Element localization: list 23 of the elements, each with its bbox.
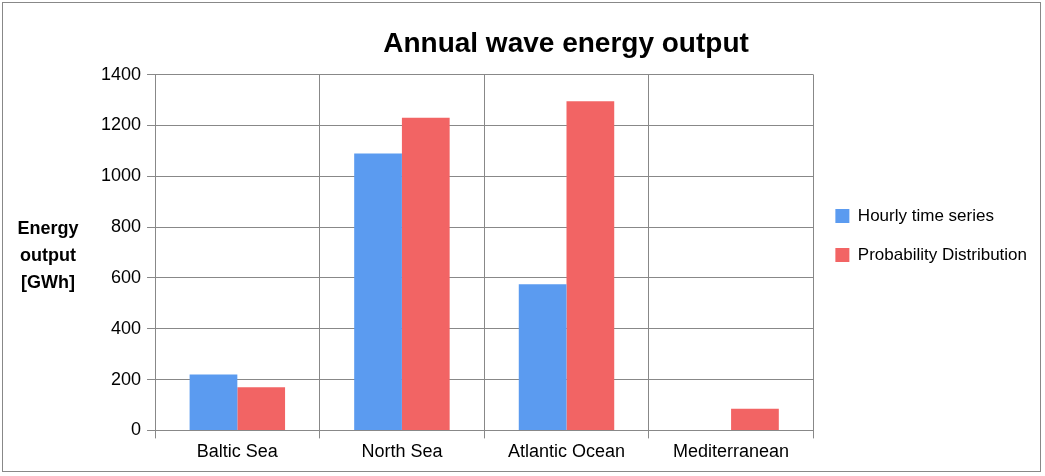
y-tick-label: 400 — [111, 317, 142, 338]
bar — [566, 101, 615, 430]
bar — [518, 284, 567, 430]
y-tick-label: 1200 — [101, 114, 142, 135]
x-tick-label: Mediterranean — [673, 441, 790, 462]
y-tick-label: 1000 — [101, 165, 142, 186]
x-tick-label: North Sea — [361, 441, 444, 462]
legend-label: Probability Distribution — [857, 244, 1028, 264]
bar — [354, 153, 402, 430]
bar — [237, 387, 286, 430]
y-tick-label: 0 — [131, 419, 142, 440]
legend-label: Hourly time series — [857, 205, 994, 225]
x-tick-label: Baltic Sea — [196, 441, 279, 462]
y-tick-label: 600 — [111, 266, 142, 287]
y-tick-label: 800 — [111, 216, 142, 237]
bar — [401, 117, 450, 430]
y-tick-label: 1400 — [101, 63, 142, 84]
y-tick-label: 200 — [111, 368, 142, 389]
bar — [189, 374, 238, 430]
y-axis-title: Energy output [GWh] — [16, 217, 80, 294]
bar — [731, 408, 779, 430]
x-tick-label: Atlantic Ocean — [507, 441, 626, 462]
chart-title: Annual wave energy output — [383, 26, 749, 58]
